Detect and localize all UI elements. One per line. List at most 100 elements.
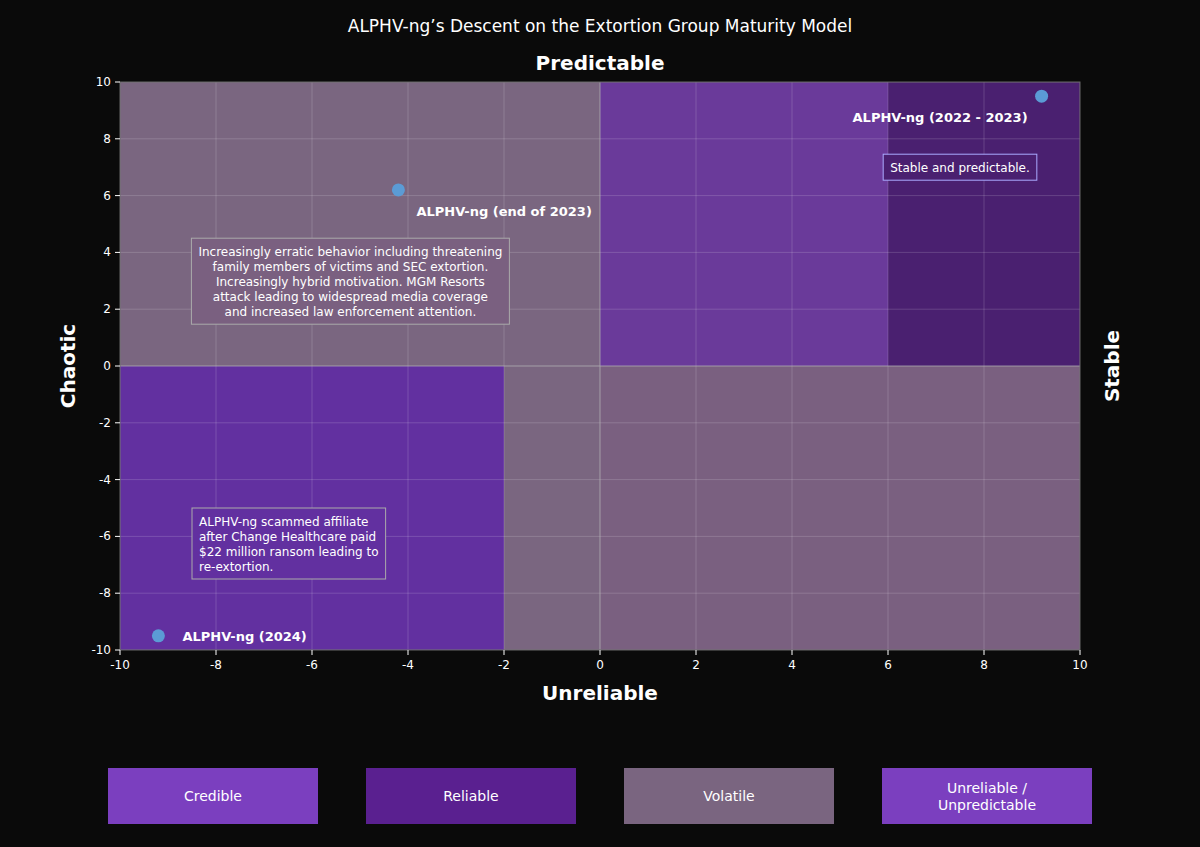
- annotation-line: $22 million ransom leading to: [199, 545, 379, 559]
- x-tick: [600, 650, 601, 655]
- x-tick: [1080, 650, 1081, 655]
- scatter-point: [152, 629, 165, 642]
- background: [0, 0, 1200, 847]
- quadrant-region: [120, 82, 600, 366]
- x-tick-label: -2: [498, 658, 510, 672]
- legend-item: Unreliable /Unpredictable: [882, 768, 1092, 824]
- legend-swatch: [624, 768, 834, 824]
- y-tick: [115, 650, 120, 651]
- legend-label: Unreliable /Unpredictable: [938, 780, 1036, 813]
- x-tick: [696, 650, 697, 655]
- plot-frame: [120, 82, 1080, 650]
- point-label: ALPHV-ng (end of 2023): [416, 204, 591, 219]
- x-tick-label: 10: [1072, 658, 1087, 672]
- annotation-line: after Change Healthcare paid: [199, 530, 376, 544]
- annotation-line: Increasingly hybrid motivation. MGM Reso…: [216, 275, 485, 289]
- x-tick: [504, 650, 505, 655]
- grid-line-y: [120, 366, 1080, 367]
- plot-area: [120, 82, 1080, 650]
- annotation-box: [191, 238, 509, 324]
- y-tick: [115, 593, 120, 594]
- y-tick-label: 2: [103, 302, 111, 316]
- x-tick: [216, 650, 217, 655]
- annotation: Stable and predictable.: [883, 154, 1037, 180]
- y-tick-label: -4: [99, 473, 111, 487]
- y-tick: [115, 536, 120, 537]
- legend-item: Credible: [108, 768, 318, 824]
- y-tick: [115, 422, 120, 423]
- y-tick-label: -6: [99, 529, 111, 543]
- legend-label-line: Volatile: [703, 788, 754, 804]
- scatter-point: [392, 183, 405, 196]
- annotation-text: Increasingly erratic behavior including …: [198, 245, 502, 319]
- y-tick: [115, 309, 120, 310]
- chart: ALPHV-ng’s Descent on the Extortion Grou…: [0, 0, 1200, 847]
- legend-swatch: [366, 768, 576, 824]
- point-label: ALPHV-ng (2024): [182, 629, 306, 644]
- x-tick-label: -4: [402, 658, 414, 672]
- x-tick: [792, 650, 793, 655]
- legend-label: Credible: [184, 788, 242, 804]
- quadrant-region: [600, 366, 1080, 650]
- annotation-line: Stable and predictable.: [890, 161, 1030, 175]
- zero-line-y: [120, 366, 1080, 367]
- legend-label: Reliable: [443, 788, 498, 804]
- legend-item: Reliable: [366, 768, 576, 824]
- y-tick-label: 8: [103, 132, 111, 146]
- y-tick: [115, 138, 120, 139]
- x-tick: [888, 650, 889, 655]
- direction-label: Stable: [1100, 330, 1124, 402]
- scatter-point: [1035, 90, 1048, 103]
- point-label: ALPHV-ng (2022 - 2023): [853, 110, 1028, 125]
- legend-swatch: [108, 768, 318, 824]
- y-tick: [115, 252, 120, 253]
- y-tick-label: 0: [103, 359, 111, 373]
- annotation-line: Increasingly erratic behavior including …: [198, 245, 502, 259]
- direction-label: Predictable: [536, 51, 665, 75]
- y-tick: [115, 195, 120, 196]
- legend-label-line: Credible: [184, 788, 242, 804]
- annotation-line: ALPHV-ng scammed affiliate: [199, 515, 369, 529]
- y-tick: [115, 82, 120, 83]
- legend-label-line: Unreliable /: [947, 780, 1027, 796]
- annotation-line: attack leading to widespread media cover…: [213, 290, 488, 304]
- x-tick: [120, 650, 121, 655]
- quadrant-region: [600, 82, 888, 366]
- quadrant-region: [504, 366, 600, 650]
- annotation-text: Stable and predictable.: [890, 161, 1030, 175]
- annotation: Increasingly erratic behavior including …: [191, 238, 509, 324]
- x-tick-label: 2: [692, 658, 700, 672]
- x-tick: [408, 650, 409, 655]
- annotation-line: re-extortion.: [199, 560, 273, 574]
- direction-label: Chaotic: [56, 324, 80, 408]
- annotation: ALPHV-ng scammed affiliateafter Change H…: [192, 508, 386, 579]
- legend-item: Volatile: [624, 768, 834, 824]
- legend-swatch: [882, 768, 1092, 824]
- y-tick: [115, 366, 120, 367]
- y-tick-label: -2: [99, 416, 111, 430]
- annotation-line: family members of victims and SEC extort…: [213, 260, 489, 274]
- y-tick-label: 4: [103, 245, 111, 259]
- x-tick-label: 4: [788, 658, 796, 672]
- x-tick-label: 0: [596, 658, 604, 672]
- title: ALPHV-ng’s Descent on the Extortion Grou…: [348, 16, 852, 36]
- x-tick-label: -8: [210, 658, 222, 672]
- x-tick-label: 8: [980, 658, 988, 672]
- annotation-box: [883, 154, 1037, 180]
- x-tick-label: 6: [884, 658, 892, 672]
- y-tick-label: -8: [99, 586, 111, 600]
- y-tick-label: -10: [91, 643, 111, 657]
- legend-label-line: Reliable: [443, 788, 498, 804]
- legend-label-line: Unpredictable: [938, 797, 1036, 813]
- annotation-text: ALPHV-ng scammed affiliateafter Change H…: [199, 515, 379, 574]
- y-tick-label: 10: [96, 75, 111, 89]
- x-tick: [312, 650, 313, 655]
- x-tick-label: -10: [110, 658, 130, 672]
- x-tick-label: -6: [306, 658, 318, 672]
- legend-label: Volatile: [703, 788, 754, 804]
- direction-label: Unreliable: [542, 681, 658, 705]
- y-tick-label: 6: [103, 189, 111, 203]
- annotation-line: and increased law enforcement attention.: [225, 305, 477, 319]
- annotation-box: [192, 508, 386, 579]
- x-tick: [984, 650, 985, 655]
